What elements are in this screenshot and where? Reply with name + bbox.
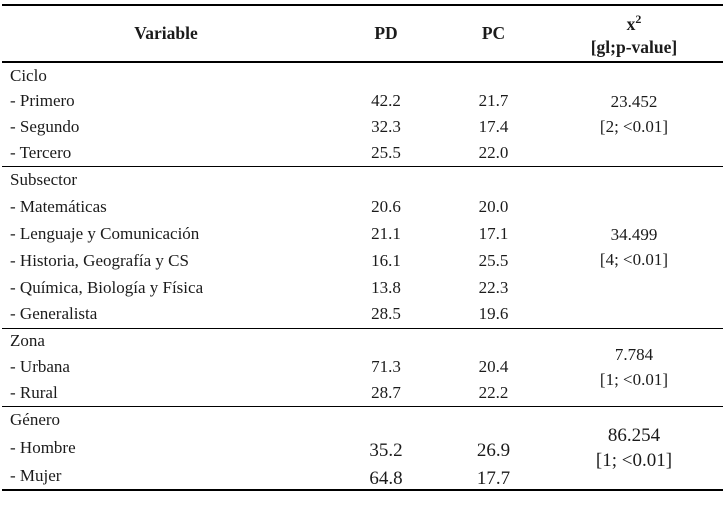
chi-cell: 86.254 [1; <0.01] bbox=[545, 405, 723, 490]
pc-value: 17.4 bbox=[478, 117, 509, 136]
header-row: Variable PD PC x2 [gl;p-value] bbox=[2, 5, 723, 63]
row-label: - Química, Biología y Física bbox=[10, 277, 204, 297]
pd-value: 32.3 bbox=[371, 117, 401, 136]
group-label: Zona bbox=[2, 327, 330, 354]
pc-value: 26.9 bbox=[476, 440, 511, 461]
empty-cell bbox=[442, 405, 545, 434]
pc-value: 17.1 bbox=[478, 223, 509, 243]
pc-value: 22.0 bbox=[478, 142, 509, 162]
empty-cell bbox=[442, 327, 545, 354]
col-header-pd: PD bbox=[330, 5, 442, 63]
pd-value: 71.3 bbox=[371, 357, 401, 376]
group-row-ciclo: Ciclo 23.452 [2; <0.01] bbox=[2, 61, 723, 166]
pd-value: 16.1 bbox=[371, 250, 401, 270]
empty-cell bbox=[330, 61, 442, 88]
pd-value: 28.7 bbox=[371, 382, 401, 402]
empty-cell bbox=[442, 165, 545, 193]
row-label: - Lenguaje y Comunicación bbox=[10, 223, 200, 243]
pd-value: 35.2 bbox=[369, 440, 403, 461]
pc-value: 19.6 bbox=[478, 304, 509, 324]
pd-value: 20.6 bbox=[371, 196, 401, 216]
data-row: - Matemáticas 20.6 20.0 bbox=[2, 193, 723, 220]
pd-value: 42.2 bbox=[371, 91, 401, 110]
pd-value: 25.5 bbox=[371, 142, 401, 162]
group-row-genero: Género 86.254 [1; <0.01] bbox=[2, 405, 723, 490]
pc-value: 17.7 bbox=[476, 467, 511, 489]
group-label: Subsector bbox=[2, 165, 330, 193]
group-row-subsector: Subsector 34.499 [4; <0.01] bbox=[2, 165, 723, 328]
data-row: - Urbana 71.3 20.4 bbox=[2, 354, 723, 380]
data-row: - Lenguaje y Comunicación 21.1 17.1 bbox=[2, 220, 723, 247]
row-label: - Hombre bbox=[10, 438, 76, 457]
empty-cell bbox=[330, 405, 442, 434]
pc-value: 22.2 bbox=[478, 382, 509, 402]
page: Variable PD PC x2 [gl;p-value] Ciclo 23.… bbox=[2, 4, 723, 491]
data-row: - Historia, Geografía y CS 16.1 25.5 bbox=[2, 247, 723, 274]
data-row: - Hombre 35.2 26.9 bbox=[2, 434, 723, 462]
pc-value: 20.4 bbox=[478, 357, 509, 376]
group-label: Ciclo bbox=[2, 61, 330, 88]
chi-statistic: 34.499 bbox=[610, 225, 658, 244]
row-label: - Generalista bbox=[10, 304, 98, 324]
data-row: - Segundo 32.3 17.4 bbox=[2, 114, 723, 140]
empty-cell bbox=[442, 61, 545, 88]
col-header-chi: x2 [gl;p-value] bbox=[545, 5, 723, 63]
row-label: - Matemáticas bbox=[10, 196, 107, 216]
chi-statistic: 86.254 bbox=[607, 424, 661, 446]
chi-statistic: 7.784 bbox=[614, 345, 654, 364]
row-label: - Urbana bbox=[10, 357, 70, 376]
pd-value: 21.1 bbox=[371, 223, 401, 243]
chi-cell: 23.452 [2; <0.01] bbox=[545, 61, 723, 166]
chi-df-pvalue: [4; <0.01] bbox=[599, 250, 669, 269]
col-header-variable: Variable bbox=[2, 5, 330, 63]
chi-superscript: 2 bbox=[635, 12, 642, 27]
data-row: - Primero 42.2 21.7 bbox=[2, 88, 723, 114]
chi-df-pvalue: [2; <0.01] bbox=[599, 117, 669, 137]
data-row: - Tercero 25.5 22.0 bbox=[2, 140, 723, 166]
row-label: - Tercero bbox=[10, 142, 72, 162]
pc-value: 25.5 bbox=[478, 250, 509, 270]
row-label: - Historia, Geografía y CS bbox=[10, 250, 189, 270]
pc-value: 21.7 bbox=[478, 91, 509, 110]
pc-value: 22.3 bbox=[478, 277, 509, 297]
chi-cell: 7.784 [1; <0.01] bbox=[545, 327, 723, 406]
data-row: - Generalista 28.5 19.6 bbox=[2, 301, 723, 328]
pd-value: 64.8 bbox=[369, 467, 403, 489]
group-label: Género bbox=[2, 405, 330, 434]
row-label: - Rural bbox=[10, 382, 58, 402]
group-row-zona: Zona 7.784 [1; <0.01] bbox=[2, 327, 723, 406]
chi-df-pvalue: [1; <0.01] bbox=[599, 370, 669, 389]
chi-cell: 34.499 [4; <0.01] bbox=[545, 165, 723, 328]
statistics-table: Variable PD PC x2 [gl;p-value] Ciclo 23.… bbox=[2, 4, 723, 491]
chi-symbol: x2 bbox=[545, 8, 723, 36]
pd-value: 13.8 bbox=[371, 277, 401, 297]
col-header-pc: PC bbox=[442, 5, 545, 63]
row-label: - Primero bbox=[10, 91, 75, 110]
pd-value: 28.5 bbox=[371, 304, 401, 324]
empty-cell bbox=[330, 165, 442, 193]
chi-df-pvalue: [1; <0.01] bbox=[595, 449, 673, 471]
row-label: - Segundo bbox=[10, 117, 80, 136]
chi-subtitle: [gl;p-value] bbox=[590, 36, 678, 57]
empty-cell bbox=[330, 327, 442, 354]
row-label: - Mujer bbox=[10, 465, 62, 485]
chi-statistic: 23.452 bbox=[610, 92, 658, 112]
data-row: - Química, Biología y Física 13.8 22.3 bbox=[2, 274, 723, 301]
pc-value: 20.0 bbox=[478, 196, 509, 216]
data-row: - Rural 28.7 22.2 bbox=[2, 380, 723, 406]
chi-base: x bbox=[626, 13, 636, 34]
data-row: - Mujer 64.8 17.7 bbox=[2, 462, 723, 490]
